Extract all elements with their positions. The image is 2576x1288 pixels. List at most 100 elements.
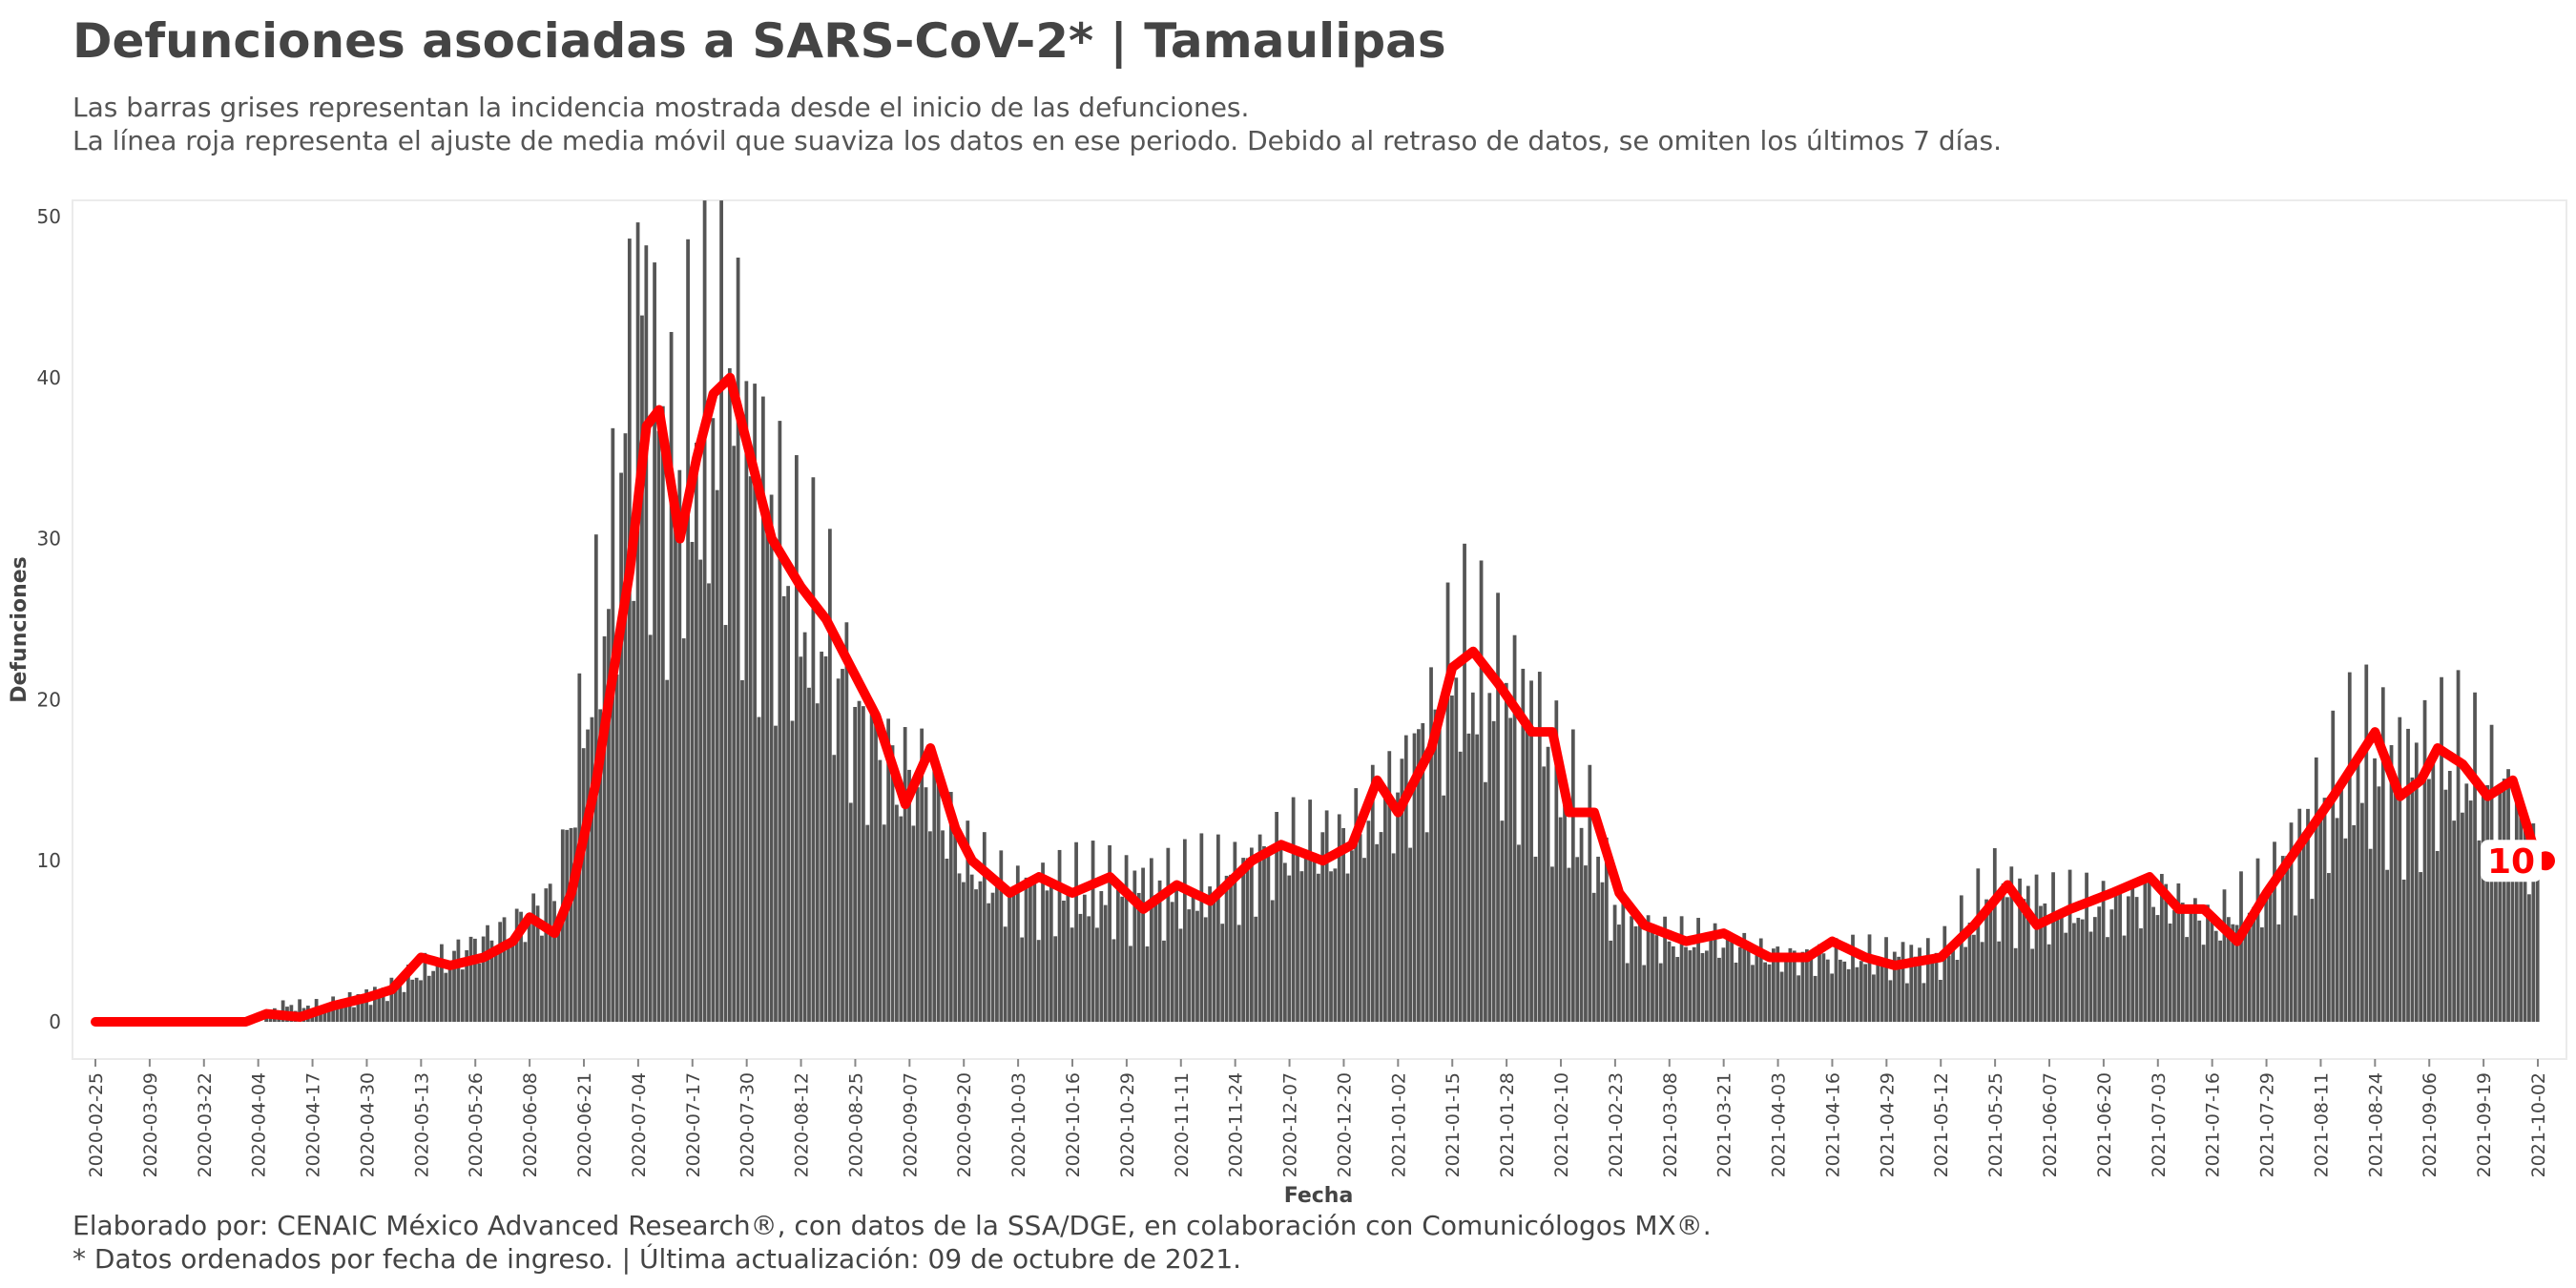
daily-bar	[1542, 766, 1547, 1022]
daily-bar	[1036, 940, 1041, 1022]
daily-bar	[598, 709, 603, 1022]
daily-bar	[2447, 770, 2452, 1022]
daily-bar	[2364, 664, 2369, 1022]
daily-bar	[1387, 751, 1392, 1022]
y-axis: 0 10 20 30 40 50	[37, 205, 61, 1033]
daily-bar	[1454, 677, 1459, 1022]
daily-bar	[1370, 764, 1375, 1022]
daily-bar	[1997, 941, 2002, 1022]
daily-bar	[1767, 964, 1772, 1022]
daily-bar	[1341, 827, 1346, 1022]
daily-bar	[2172, 910, 2176, 1022]
daily-bar	[2080, 919, 2085, 1022]
daily-bar	[995, 883, 999, 1022]
daily-bar	[2494, 861, 2498, 1022]
daily-bar	[1684, 946, 1688, 1022]
x-tick-label: 2021-08-11	[2311, 1072, 2332, 1177]
x-tick-label: 2021-07-03	[2149, 1072, 2170, 1177]
daily-bar	[786, 586, 790, 1022]
daily-bar	[1692, 946, 1696, 1022]
daily-bar	[1475, 734, 1480, 1022]
daily-bar	[1317, 873, 1320, 1022]
daily-bar	[389, 977, 394, 1022]
daily-bar	[535, 905, 540, 1022]
daily-bar	[1262, 845, 1266, 1022]
daily-bar	[1892, 951, 1897, 1022]
daily-bar	[2143, 882, 2148, 1022]
daily-bar	[2461, 812, 2464, 1022]
daily-bar	[2477, 840, 2482, 1022]
daily-bar	[1383, 790, 1387, 1022]
daily-bar	[802, 632, 807, 1022]
x-tick-label: 2021-08-24	[2365, 1072, 2386, 1177]
daily-bar	[460, 969, 465, 1022]
daily-bar	[440, 944, 444, 1022]
daily-bar	[1066, 892, 1070, 1022]
daily-bar	[1567, 867, 1571, 1022]
daily-bar	[1391, 853, 1396, 1022]
daily-bar	[2356, 763, 2360, 1022]
daily-bar	[2092, 917, 2097, 1022]
daily-bar	[502, 917, 507, 1022]
x-tick-label: 2020-03-22	[195, 1072, 216, 1177]
daily-bar	[2327, 873, 2331, 1022]
y-tick-label: 20	[37, 688, 61, 711]
daily-bar	[823, 655, 828, 1022]
daily-bar	[1721, 947, 1726, 1022]
daily-bar	[1688, 950, 1693, 1022]
daily-bar	[1215, 834, 1220, 1022]
daily-bar	[707, 583, 711, 1022]
daily-bar	[1129, 945, 1132, 1022]
daily-bar	[1658, 963, 1663, 1022]
daily-bar	[2368, 848, 2373, 1022]
daily-bar	[2481, 789, 2485, 1022]
daily-bar	[544, 888, 549, 1022]
daily-bar	[1091, 841, 1095, 1022]
daily-bar	[507, 943, 510, 1022]
daily-bar	[799, 656, 803, 1022]
daily-bar	[1863, 964, 1868, 1022]
daily-bar	[444, 972, 448, 1022]
daily-bar	[1939, 980, 1942, 1022]
daily-bar	[2385, 869, 2390, 1022]
daily-bar	[381, 987, 385, 1022]
daily-bar	[2285, 856, 2290, 1022]
daily-bar	[2498, 787, 2503, 1022]
daily-bar	[1233, 841, 1237, 1022]
daily-bar	[1203, 917, 1208, 1022]
moving-average-line	[91, 372, 2543, 1027]
x-axis: 2020-02-25 2020-03-09 2020-03-22 2020-04-04…	[86, 1059, 2549, 1177]
y-tick-label: 10	[37, 849, 61, 872]
daily-bar	[498, 922, 503, 1022]
daily-bar	[665, 679, 670, 1022]
daily-bar	[322, 1006, 327, 1022]
daily-bar	[1442, 795, 1446, 1022]
daily-bar	[523, 942, 528, 1022]
daily-bar	[2276, 924, 2281, 1022]
caption-notes: * Datos ordenados por fecha de ingreso. …	[73, 1243, 1242, 1275]
x-tick-label: 2021-02-23	[1606, 1072, 1627, 1177]
daily-bar	[990, 892, 995, 1022]
daily-bar	[581, 748, 586, 1022]
daily-bar	[556, 924, 561, 1022]
daily-bar	[765, 529, 770, 1022]
daily-bar	[447, 962, 452, 1022]
daily-bar	[878, 759, 883, 1022]
daily-bar	[769, 494, 774, 1022]
daily-bar	[1337, 814, 1341, 1022]
daily-bar	[1512, 634, 1517, 1022]
daily-bar	[1082, 894, 1087, 1022]
daily-bar	[1049, 885, 1053, 1022]
daily-bar	[1070, 927, 1074, 1022]
chart-title: Defunciones asociadas a SARS-CoV-2* | Ta…	[73, 13, 1446, 69]
daily-bar	[2147, 876, 2151, 1022]
daily-bar	[414, 977, 419, 1022]
x-tick-label: 2020-07-04	[629, 1072, 650, 1177]
daily-bar	[653, 262, 656, 1022]
daily-bar	[656, 430, 661, 1022]
daily-bar	[1663, 916, 1667, 1022]
daily-bar	[489, 940, 494, 1022]
daily-bar	[2005, 897, 2009, 1022]
daily-bar	[962, 882, 966, 1022]
daily-bar	[1028, 885, 1032, 1022]
